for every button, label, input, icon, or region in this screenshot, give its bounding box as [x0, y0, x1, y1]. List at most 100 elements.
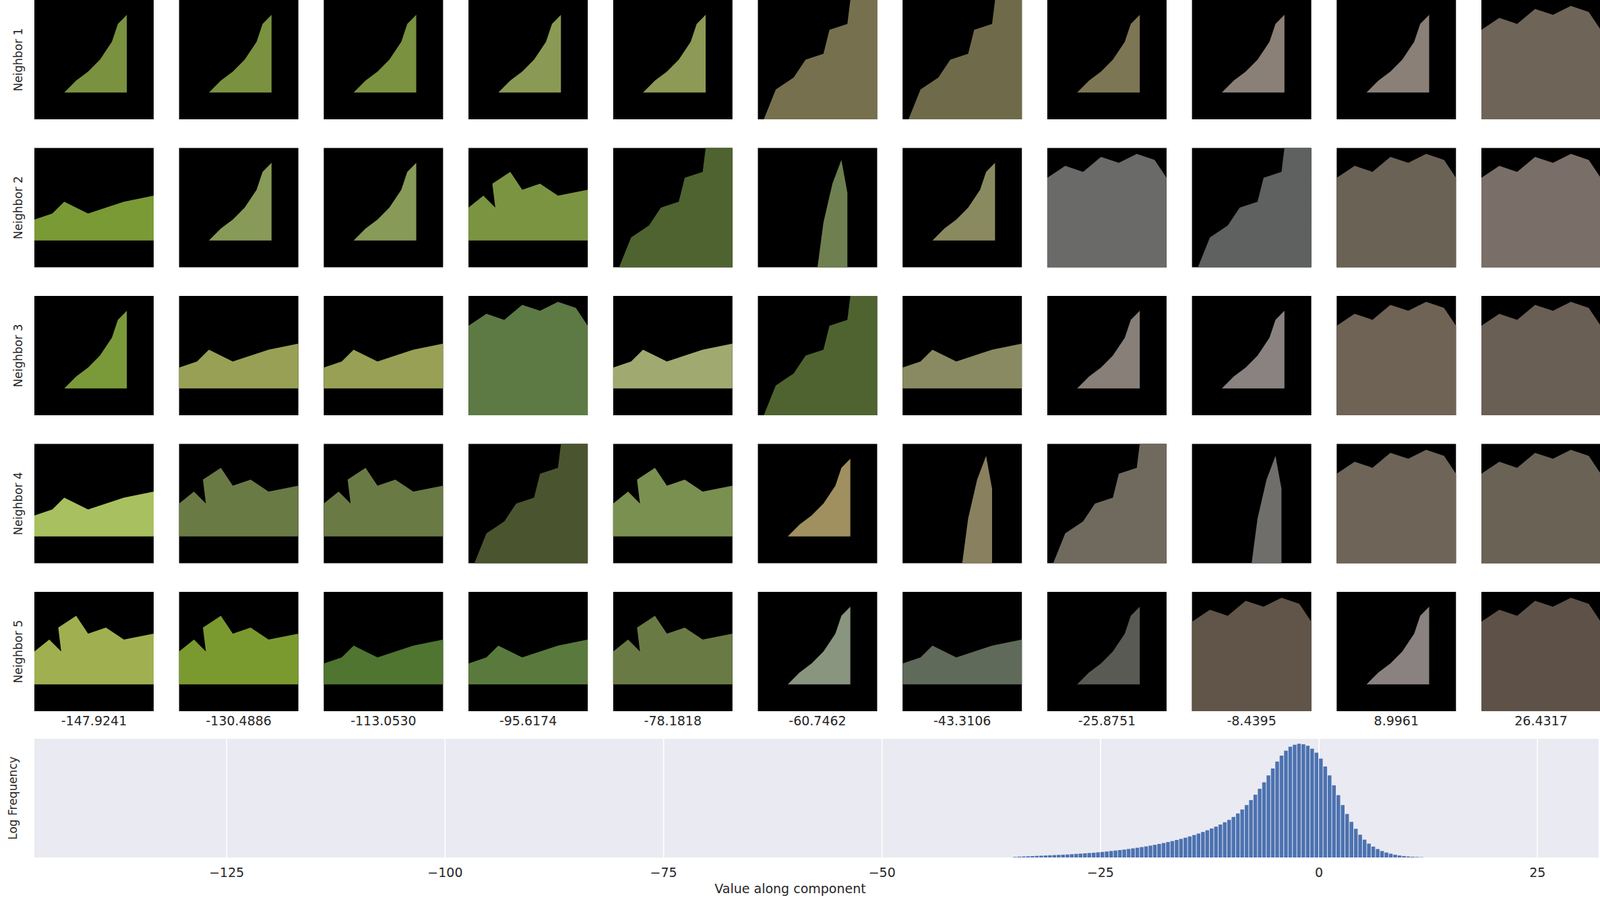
y-axis-label: Log Frequency — [6, 756, 20, 840]
tile-patch — [34, 491, 154, 536]
histogram-bar — [1244, 804, 1249, 858]
image-tile — [902, 148, 1022, 268]
tile-patch — [1251, 455, 1282, 563]
image-tile — [1336, 0, 1456, 120]
tile-patch — [787, 458, 851, 537]
tile-patch — [763, 0, 877, 120]
figure: Neighbor 1Neighbor 2Neighbor 3Neighbor 4… — [0, 0, 1600, 906]
tick-label: 0 — [1314, 864, 1323, 880]
histogram-bar — [1389, 853, 1393, 858]
image-tile — [1481, 444, 1600, 564]
tile-background — [323, 444, 443, 564]
tile-background — [468, 148, 588, 268]
column-label: -78.1818 — [644, 713, 702, 728]
histogram-bar — [1157, 843, 1161, 858]
tile-patch — [1077, 14, 1140, 93]
histogram-bar — [1213, 826, 1218, 858]
column-label: -60.7462 — [788, 713, 846, 728]
tile-patch — [763, 295, 877, 416]
image-tile — [613, 148, 733, 268]
tile-background — [613, 0, 733, 120]
bars — [1012, 743, 1423, 858]
tile-background — [1336, 295, 1456, 416]
tile-patch — [468, 301, 588, 416]
histogram-bar — [1196, 833, 1201, 858]
histogram-bar — [1340, 804, 1344, 858]
histogram-bar — [1209, 828, 1214, 858]
tile-patch — [787, 606, 851, 685]
tile-patch — [613, 343, 733, 389]
tile-background — [1481, 295, 1600, 416]
tile-background — [1481, 0, 1600, 120]
image-tile — [902, 295, 1022, 416]
histogram-bar — [1021, 856, 1026, 858]
tile-patch — [468, 639, 588, 685]
image-tile — [1192, 295, 1312, 416]
histogram-bar — [1288, 746, 1292, 858]
histogram-bar — [1201, 831, 1205, 858]
histogram-bar — [1061, 854, 1065, 858]
tick-label: −25 — [1087, 864, 1115, 880]
histogram-bar — [1236, 813, 1240, 858]
row-label: Neighbor 4 — [11, 471, 25, 536]
tile-background — [34, 295, 154, 416]
image-tile — [1192, 148, 1312, 268]
column-label: -95.6174 — [499, 713, 557, 728]
tile-patch — [613, 467, 733, 537]
tile-background — [34, 0, 154, 120]
tile-background — [902, 0, 1022, 120]
tile-background — [323, 591, 443, 712]
tile-patch — [64, 310, 127, 389]
histogram-bar — [1306, 745, 1310, 858]
histogram-bar — [1362, 839, 1367, 858]
tile-patch — [1221, 14, 1285, 93]
column-label: -25.8751 — [1078, 713, 1136, 728]
image-tile — [34, 148, 154, 268]
image-tile — [468, 444, 588, 564]
histogram-bar — [1074, 853, 1078, 858]
grid-line — [444, 738, 447, 858]
tile-patch — [932, 163, 996, 241]
tile-patch — [1336, 153, 1456, 267]
histogram-bar — [1030, 855, 1034, 858]
tile-patch — [1336, 449, 1456, 563]
histogram-bar — [1052, 854, 1057, 858]
image-tile — [1481, 295, 1600, 416]
tile-background — [468, 591, 588, 712]
row-label: Neighbor 3 — [11, 324, 25, 388]
tile-background — [758, 444, 878, 564]
histogram-bar — [1253, 794, 1257, 858]
grid-line — [1536, 738, 1538, 858]
image-tile — [323, 591, 443, 712]
histogram-bar — [1410, 856, 1414, 858]
tile-patch — [1221, 310, 1285, 389]
tile-background — [758, 591, 878, 712]
histogram-bar — [1135, 847, 1140, 858]
x-axis-label: Value along component — [714, 880, 866, 896]
tile-patch — [34, 615, 154, 685]
image-tile — [1336, 444, 1456, 564]
histogram-bar — [1354, 828, 1358, 858]
tile-background — [1336, 591, 1456, 712]
tile-patch — [1366, 606, 1430, 685]
tile-patch — [1077, 606, 1140, 685]
histogram-bar — [1262, 782, 1266, 858]
tile-background — [613, 591, 733, 712]
histogram-bar — [1310, 748, 1314, 858]
tile-background — [1336, 0, 1456, 120]
tile-patch — [902, 639, 1022, 685]
tile-background — [179, 591, 299, 712]
histogram-bar — [1205, 830, 1210, 858]
histogram-bar — [1091, 852, 1096, 858]
tile-background — [758, 0, 878, 120]
image-tile — [1336, 591, 1456, 712]
grid-line — [225, 738, 228, 858]
image-tile — [1047, 295, 1167, 416]
image-tile — [1481, 591, 1600, 712]
grid-line — [1099, 738, 1102, 858]
tile-patch — [817, 159, 848, 267]
histogram-bar — [1292, 744, 1297, 858]
tile-background — [179, 148, 299, 268]
tile-patch — [323, 639, 443, 685]
plot-area — [34, 738, 1599, 858]
